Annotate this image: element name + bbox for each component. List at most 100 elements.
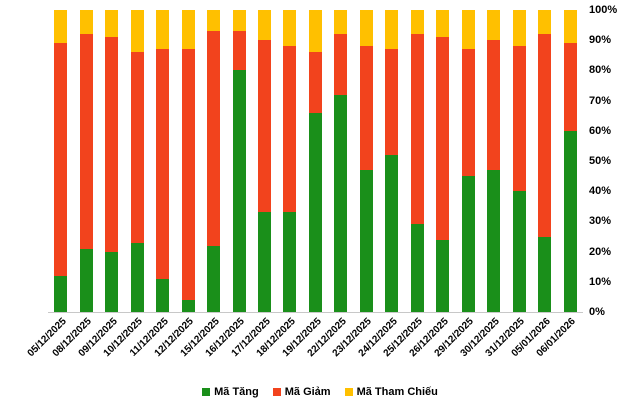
y-axis-tick-label: 70% xyxy=(589,94,612,107)
bar xyxy=(130,10,144,312)
y-axis-tick-label: 50% xyxy=(589,155,612,167)
bar xyxy=(232,10,246,312)
bar-segment xyxy=(207,10,221,32)
legend-swatch xyxy=(344,388,353,396)
bar-segment xyxy=(207,31,221,246)
legend-swatch xyxy=(202,388,211,396)
bar-segment xyxy=(130,242,144,312)
y-axis-tick-label: 60% xyxy=(589,124,612,137)
bar-segment xyxy=(563,43,577,131)
bar-segment xyxy=(181,10,195,50)
bar xyxy=(512,10,526,312)
bar-segment xyxy=(359,10,373,47)
y-axis: 0% 10% 20% 30% 40% 50% 60% 70% 80% 90% 100% xyxy=(585,4,635,318)
bar-segment xyxy=(308,52,322,113)
bar-segment xyxy=(156,49,170,279)
bar xyxy=(410,10,424,312)
y-axis-tick-label: 80% xyxy=(589,64,612,77)
bar-segment xyxy=(334,10,348,35)
legend-label: Mã Tham Chiếu xyxy=(356,386,438,398)
legend: Mã Tăng Mã Giảm Mã Tham Chiếu xyxy=(0,380,640,404)
bar-segment xyxy=(54,43,68,276)
bar-segment xyxy=(232,70,246,312)
bar xyxy=(79,10,93,312)
bar-segment xyxy=(436,239,450,312)
bar xyxy=(207,10,221,312)
bar-segment xyxy=(257,40,271,213)
bar-segment xyxy=(232,10,246,32)
bar-segment xyxy=(156,10,170,50)
bar xyxy=(257,10,271,312)
bar-segment xyxy=(410,10,424,35)
bar-segment xyxy=(308,112,322,312)
bar-segment xyxy=(359,170,373,312)
bar-segment xyxy=(538,10,552,35)
bar-segment xyxy=(105,37,119,252)
bar-segment xyxy=(410,224,424,312)
bar xyxy=(54,10,68,312)
bar-segment xyxy=(79,248,93,312)
bar-segment xyxy=(232,31,246,71)
y-axis-tick-label: 40% xyxy=(589,185,612,198)
bar xyxy=(385,10,399,312)
bar-segment xyxy=(283,10,297,47)
bar-segment xyxy=(283,212,297,312)
bar xyxy=(487,10,501,312)
bar-segment xyxy=(334,34,348,95)
bar xyxy=(156,10,170,312)
bar-segment xyxy=(512,10,526,47)
bar-segment xyxy=(563,10,577,44)
bar-segment xyxy=(79,10,93,35)
bar-segment xyxy=(181,49,195,300)
legend-item: Mã Giảm xyxy=(272,386,331,398)
bar xyxy=(308,10,322,312)
legend-swatch xyxy=(272,388,281,396)
legend-label: Mã Giảm xyxy=(284,386,331,398)
bar-segment xyxy=(257,212,271,312)
bar-segment xyxy=(79,34,93,249)
bar-segment xyxy=(436,37,450,240)
y-axis-tick-label: 0% xyxy=(589,306,605,318)
bar-segment xyxy=(385,49,399,155)
bar xyxy=(105,10,119,312)
y-axis-tick-label: 10% xyxy=(589,275,612,288)
bar-segment xyxy=(54,10,68,44)
bar-segment xyxy=(359,46,373,171)
bar-segment xyxy=(283,46,297,213)
bar-segment xyxy=(538,236,552,312)
legend-label: Mã Tăng xyxy=(214,386,259,398)
bar xyxy=(181,10,195,312)
bar-segment xyxy=(410,34,424,225)
bar-segment xyxy=(461,176,475,312)
bar-segment xyxy=(538,34,552,237)
bar-segment xyxy=(563,130,577,312)
bar-segment xyxy=(54,275,68,312)
bar-segment xyxy=(487,40,501,171)
bar-segment xyxy=(334,94,348,312)
bar-segment xyxy=(130,52,144,243)
bar-segment xyxy=(436,10,450,38)
bar-segment xyxy=(181,299,195,312)
plot-area xyxy=(48,10,583,313)
y-axis-tick-label: 100% xyxy=(589,4,618,16)
bar-segment xyxy=(105,10,119,38)
bar-segment xyxy=(130,10,144,53)
bar-segment xyxy=(308,10,322,53)
bar-segment xyxy=(105,251,119,312)
x-axis: 05/12/2025 08/12/2025 09/12/2025 10/12/2025… xyxy=(25,314,583,374)
y-axis-tick-label: 20% xyxy=(589,245,612,258)
bar xyxy=(436,10,450,312)
bar-segment xyxy=(487,170,501,312)
bar xyxy=(359,10,373,312)
bar-segment xyxy=(207,245,221,312)
bar-segment xyxy=(461,10,475,50)
bar xyxy=(283,10,297,312)
legend-item: Mã Tăng xyxy=(202,386,259,398)
bar-segment xyxy=(487,10,501,41)
bar-segment xyxy=(156,278,170,312)
bar-segment xyxy=(385,154,399,312)
bar-segment xyxy=(257,10,271,41)
bar xyxy=(538,10,552,312)
bar xyxy=(461,10,475,312)
